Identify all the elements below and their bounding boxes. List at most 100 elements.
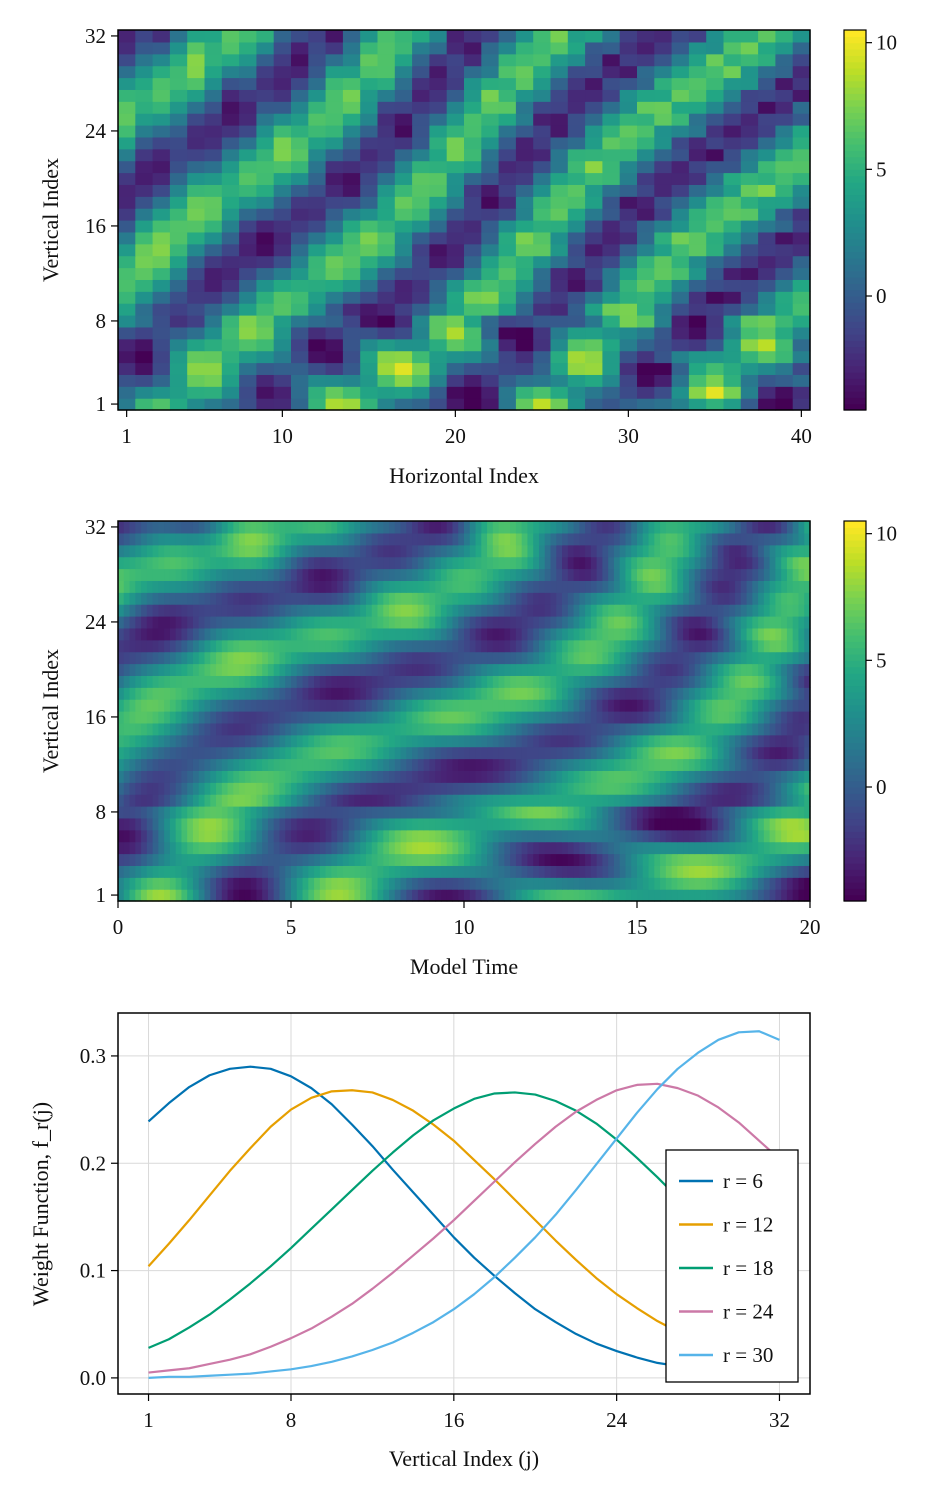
heatmap-cell xyxy=(775,687,782,700)
heatmap-cell xyxy=(342,148,361,162)
heatmap-cell xyxy=(175,651,183,665)
heatmap-cell xyxy=(613,758,621,771)
heatmap-cell xyxy=(792,53,811,67)
heatmap-cell xyxy=(146,568,154,581)
heatmap-cell xyxy=(412,362,430,375)
heatmap-cell xyxy=(464,639,471,653)
heatmap-cell xyxy=(654,556,661,570)
heatmap-cell xyxy=(250,568,257,581)
heatmap-cell xyxy=(660,746,667,760)
heatmap-cell xyxy=(631,722,638,736)
heatmap-cell xyxy=(660,794,667,807)
colorbar-segment xyxy=(844,296,866,303)
heatmap-cell xyxy=(671,734,678,748)
heatmap-cell xyxy=(792,398,811,411)
heatmap-cell xyxy=(296,568,304,581)
heatmap-cell xyxy=(152,675,159,688)
heatmap-cell xyxy=(758,291,776,304)
heatmap-cell xyxy=(239,243,257,257)
heatmap-cell xyxy=(187,841,194,855)
heatmap-cell xyxy=(314,687,321,700)
heatmap-cell xyxy=(198,722,206,736)
heatmap-cell xyxy=(487,841,494,855)
heatmap-cell xyxy=(677,853,684,866)
heatmap-cell xyxy=(464,41,482,55)
heatmap-cell xyxy=(256,398,275,411)
heatmap-cell xyxy=(221,53,240,67)
heatmap-cell xyxy=(677,699,684,712)
heatmap-cell xyxy=(158,675,165,688)
heatmap-cell xyxy=(504,865,511,878)
heatmap-cell xyxy=(786,699,794,712)
heatmap-cell xyxy=(123,675,131,688)
heatmap-cell xyxy=(481,255,500,269)
heatmap-cell xyxy=(746,687,753,700)
heatmap-cell xyxy=(464,315,482,328)
heatmap-cell xyxy=(412,77,430,90)
heatmap-cell xyxy=(342,350,361,364)
heatmap-cell xyxy=(533,794,540,807)
heatmap-cell xyxy=(135,374,154,387)
heatmap-cell xyxy=(775,77,794,90)
heatmap-cell xyxy=(671,374,690,387)
heatmap-cell xyxy=(735,580,742,593)
heatmap-cell xyxy=(221,604,229,617)
heatmap-cell xyxy=(475,627,482,641)
heatmap-cell xyxy=(700,568,707,581)
heatmap-cell xyxy=(417,699,425,712)
heatmap-cell xyxy=(700,734,707,748)
heatmap-cell xyxy=(360,841,367,855)
heatmap-cell xyxy=(348,734,356,748)
heatmap-cell xyxy=(146,663,154,676)
heatmap-cell xyxy=(711,711,719,724)
heatmap-cell xyxy=(654,722,661,736)
heatmap-cell xyxy=(504,722,511,736)
heatmap-cell xyxy=(504,782,511,795)
heatmap-cell xyxy=(377,136,396,150)
heatmap-cell xyxy=(210,711,217,724)
heatmap-cell xyxy=(285,746,292,760)
heatmap-cell xyxy=(481,398,500,411)
heatmap-cell xyxy=(637,172,655,185)
heatmap-cell xyxy=(752,604,759,617)
heatmap-cell xyxy=(758,865,765,878)
heatmap-cell xyxy=(181,841,188,855)
heatmap-cell xyxy=(308,592,315,605)
heatmap-cell xyxy=(671,125,690,138)
y-axis-label: Vertical Index xyxy=(38,158,63,282)
heatmap-cell xyxy=(342,65,361,79)
heatmap-cell xyxy=(354,616,361,629)
heatmap-cell xyxy=(671,568,678,581)
heatmap-cell xyxy=(285,627,292,641)
heatmap-cell xyxy=(169,338,188,352)
heatmap-cell xyxy=(371,592,379,605)
heatmap-cell xyxy=(175,675,183,688)
heatmap-cell xyxy=(406,639,413,653)
heatmap-cell xyxy=(360,853,367,866)
heatmap-cell xyxy=(400,734,407,748)
heatmap-cell xyxy=(637,77,655,90)
heatmap-cell xyxy=(227,722,234,736)
heatmap-cell xyxy=(308,41,327,55)
heatmap-cell xyxy=(192,853,200,866)
heatmap-cell xyxy=(729,841,736,855)
heatmap-cell xyxy=(492,616,500,629)
heatmap-cell xyxy=(216,699,223,712)
heatmap-cell xyxy=(579,639,586,653)
heatmap-cell xyxy=(394,604,402,617)
heatmap-cell xyxy=(152,794,159,807)
heatmap-cell xyxy=(325,722,332,736)
heatmap-cell xyxy=(169,41,188,55)
heatmap-cell xyxy=(573,580,580,593)
heatmap-cell xyxy=(613,604,621,617)
heatmap-cell xyxy=(296,592,304,605)
heatmap-cell xyxy=(619,556,627,570)
heatmap-cell xyxy=(187,255,206,269)
heatmap-cell xyxy=(533,172,552,185)
heatmap-cell xyxy=(585,651,592,665)
heatmap-cell xyxy=(648,817,655,831)
colorbar-segment xyxy=(844,378,866,386)
heatmap-cell xyxy=(481,544,488,558)
heatmap-cell xyxy=(204,172,223,185)
heatmap-cell xyxy=(677,711,684,724)
